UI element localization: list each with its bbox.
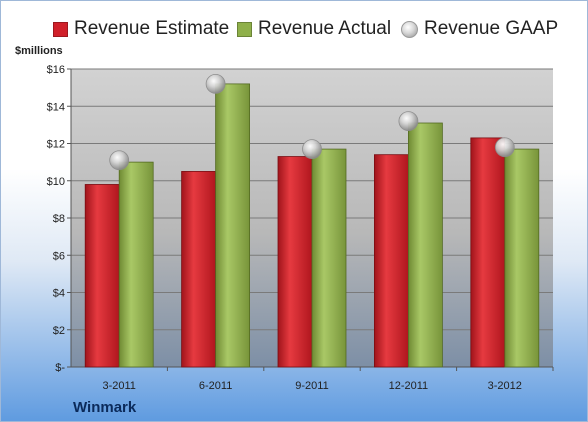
bar-revenue-actual — [407, 122, 443, 368]
x-tick-label: 9-2011 — [295, 380, 328, 392]
bar-revenue-estimate — [373, 154, 409, 368]
bar-revenue-estimate — [181, 171, 217, 368]
bar-revenue-estimate — [84, 184, 120, 368]
y-tick-label: $12 — [47, 139, 65, 151]
legend-item-estimate: Revenue Estimate — [53, 15, 229, 43]
y-tick-label: $2 — [53, 325, 65, 337]
point-revenue-gaap — [398, 111, 419, 132]
y-tick-label: $- — [55, 362, 65, 374]
bar-revenue-actual — [311, 148, 347, 368]
y-tick-label: $8 — [53, 213, 65, 225]
legend-label-gaap: Revenue GAAP — [424, 18, 559, 39]
y-tick-label: $14 — [47, 101, 65, 113]
y-tick-label: $6 — [53, 250, 65, 262]
point-revenue-gaap — [109, 150, 130, 171]
legend: Revenue Estimate Revenue Actual Revenue … — [1, 15, 587, 43]
legend-swatch-estimate — [53, 21, 68, 37]
bar-revenue-estimate — [470, 137, 506, 368]
y-axis-units-label: $millions — [15, 45, 63, 57]
bar-revenue-actual — [504, 148, 540, 368]
bar-revenue-actual — [118, 161, 154, 368]
bar-revenue-estimate — [277, 156, 313, 368]
bar-revenue-actual — [215, 83, 251, 368]
legend-swatch-actual — [237, 21, 252, 37]
x-tick-label: 6-2011 — [199, 380, 232, 392]
x-tick-label: 12-2011 — [389, 380, 429, 392]
x-tick-label: 3-2011 — [102, 380, 135, 392]
x-tick-label: 3-2012 — [488, 380, 522, 392]
legend-item-gaap: Revenue GAAP — [401, 15, 558, 43]
point-revenue-gaap — [205, 74, 226, 94]
point-revenue-gaap — [494, 137, 515, 158]
y-tick-label: $4 — [53, 288, 65, 300]
y-tick-label: $10 — [47, 176, 65, 188]
legend-marker-gaap — [401, 20, 418, 38]
legend-label-actual: Revenue Actual — [258, 18, 392, 39]
y-tick-label: $16 — [47, 64, 65, 76]
legend-item-actual: Revenue Actual — [237, 15, 391, 43]
legend-label-estimate: Revenue Estimate — [74, 18, 230, 39]
company-name: Winmark — [73, 399, 137, 416]
point-revenue-gaap — [302, 139, 322, 159]
